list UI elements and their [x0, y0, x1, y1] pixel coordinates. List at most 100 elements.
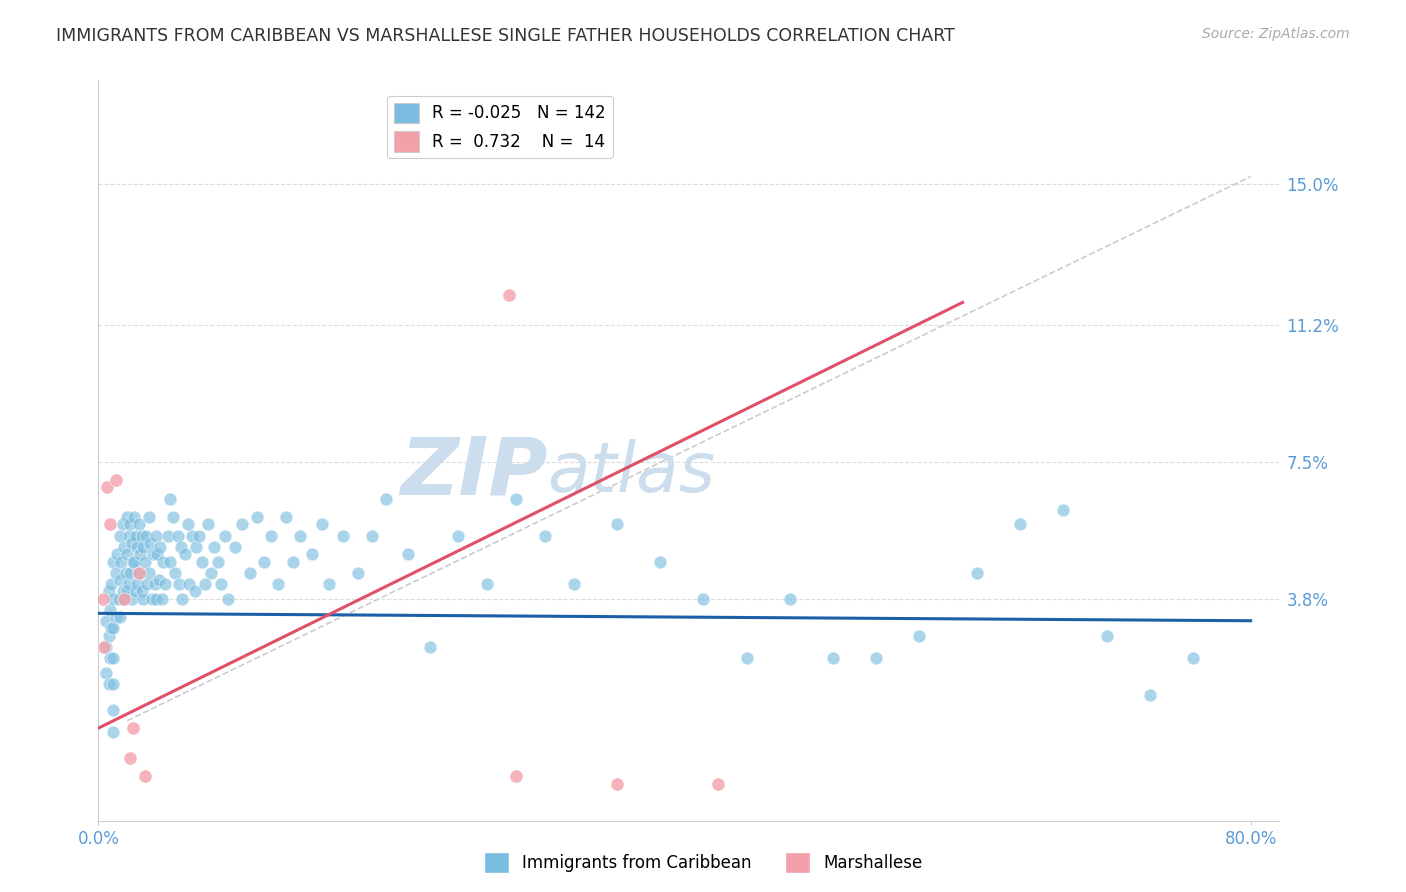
- Point: [98, 517, 121, 532]
- Text: atlas: atlas: [547, 439, 716, 506]
- Point: [125, 584, 148, 599]
- Point: [97, 676, 120, 690]
- Point: [184, 584, 207, 599]
- Point: [692, 591, 714, 606]
- Point: [108, 573, 131, 587]
- Point: [124, 554, 146, 569]
- Point: [129, 547, 152, 561]
- Point: [177, 517, 200, 532]
- Point: [115, 547, 138, 561]
- Point: [97, 584, 120, 599]
- Point: [131, 528, 153, 542]
- Point: [136, 576, 159, 591]
- Point: [141, 591, 163, 606]
- Point: [202, 540, 225, 554]
- Point: [214, 528, 236, 542]
- Point: [107, 591, 129, 606]
- Point: [706, 776, 728, 791]
- Point: [100, 576, 122, 591]
- Point: [121, 536, 143, 550]
- Point: [191, 554, 214, 569]
- Point: [163, 566, 186, 580]
- Point: [120, 566, 142, 580]
- Point: [153, 576, 176, 591]
- Point: [127, 576, 149, 591]
- Point: [447, 528, 470, 542]
- Point: [132, 540, 155, 554]
- Point: [1010, 517, 1032, 532]
- Point: [124, 510, 146, 524]
- Point: [156, 528, 179, 542]
- Point: [152, 554, 174, 569]
- Point: [111, 517, 134, 532]
- Point: [966, 566, 988, 580]
- Point: [120, 517, 142, 532]
- Point: [100, 621, 122, 635]
- Point: [97, 628, 120, 642]
- Point: [146, 547, 169, 561]
- Point: [231, 517, 253, 532]
- Point: [301, 547, 323, 561]
- Point: [281, 554, 304, 569]
- Point: [179, 576, 201, 591]
- Point: [246, 510, 269, 524]
- Point: [139, 536, 162, 550]
- Point: [98, 602, 121, 616]
- Point: [118, 576, 141, 591]
- Point: [115, 584, 138, 599]
- Point: [217, 591, 239, 606]
- Point: [650, 554, 672, 569]
- Point: [274, 510, 297, 524]
- Point: [108, 610, 131, 624]
- Point: [1182, 650, 1205, 665]
- Point: [150, 591, 173, 606]
- Point: [419, 640, 441, 654]
- Point: [96, 480, 118, 494]
- Point: [122, 554, 145, 569]
- Point: [908, 628, 931, 642]
- Point: [288, 528, 311, 542]
- Point: [224, 540, 246, 554]
- Point: [606, 517, 628, 532]
- Point: [128, 566, 150, 580]
- Point: [534, 528, 557, 542]
- Point: [115, 510, 138, 524]
- Point: [142, 547, 165, 561]
- Point: [346, 566, 368, 580]
- Point: [145, 591, 167, 606]
- Point: [169, 540, 191, 554]
- Point: [91, 591, 114, 606]
- Point: [181, 528, 204, 542]
- Point: [361, 528, 384, 542]
- Point: [188, 528, 211, 542]
- Point: [143, 576, 166, 591]
- Point: [260, 528, 283, 542]
- Point: [498, 288, 520, 302]
- Point: [131, 584, 153, 599]
- Point: [112, 591, 135, 606]
- Point: [128, 566, 150, 580]
- Point: [562, 576, 585, 591]
- Point: [104, 566, 127, 580]
- Point: [112, 591, 135, 606]
- Point: [120, 750, 142, 764]
- Point: [145, 528, 167, 542]
- Point: [505, 491, 527, 506]
- Point: [159, 554, 181, 569]
- Point: [311, 517, 333, 532]
- Point: [105, 547, 128, 561]
- Point: [253, 554, 276, 569]
- Point: [132, 591, 155, 606]
- Point: [94, 640, 117, 654]
- Point: [162, 510, 184, 524]
- Point: [110, 554, 132, 569]
- Point: [148, 573, 170, 587]
- Point: [135, 528, 157, 542]
- Point: [138, 510, 160, 524]
- Point: [101, 650, 124, 665]
- Point: [101, 591, 124, 606]
- Point: [207, 554, 229, 569]
- Point: [94, 665, 117, 680]
- Point: [93, 640, 115, 654]
- Point: [197, 517, 219, 532]
